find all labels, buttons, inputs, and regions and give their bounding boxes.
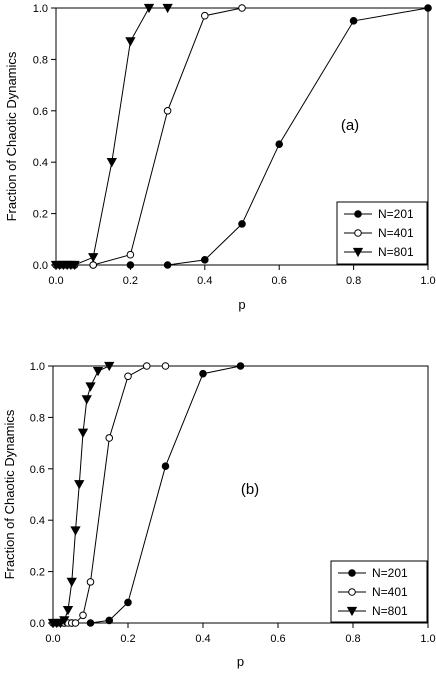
series-line: [56, 7, 168, 266]
x-tick-label: 0.0: [45, 633, 60, 645]
legend-label: N=201: [378, 207, 414, 221]
y-tick-label: 0.6: [33, 106, 48, 118]
x-tick-label: 0.4: [197, 275, 212, 287]
y-tick-label: 1.0: [30, 361, 45, 373]
x-axis-title: p: [237, 654, 244, 669]
data-point: [275, 140, 284, 149]
data-point: [424, 4, 432, 12]
series-line: [53, 365, 110, 624]
chart-panel-2: 0.0 0.2 0.4 0.6 0.8 1.0 0.0 0.2 0.4 0.6 0.8 1.0 p Fra…: [2, 361, 436, 669]
data-point: [74, 480, 85, 490]
x-axis-title: p: [238, 297, 245, 312]
data-point: [66, 577, 77, 587]
legend: N=201 N=401 N=801: [336, 201, 428, 265]
y-tick-label: 0.4: [33, 157, 48, 169]
data-point: [85, 382, 96, 392]
data-point: [79, 611, 87, 620]
series-n-401: [49, 362, 170, 627]
x-tick-label: 0.4: [195, 633, 210, 645]
x-tick-label: 0.2: [120, 633, 135, 645]
data-point: [106, 158, 117, 168]
y-tick-label: 0.2: [30, 567, 45, 579]
data-point: [105, 616, 114, 625]
series-n-801: [47, 361, 115, 629]
y-tick-label: 0.8: [33, 54, 48, 66]
legend-label: N=401: [378, 226, 414, 240]
data-point: [163, 107, 172, 115]
data-point: [236, 362, 245, 370]
data-point: [104, 361, 115, 372]
panel-label: (a): [341, 117, 359, 134]
x-tick-label: 0.8: [346, 275, 361, 287]
x-tick-label: 0.2: [123, 275, 138, 287]
data-point: [161, 462, 170, 471]
x-tick-label: 1.0: [420, 275, 435, 287]
data-point: [86, 619, 95, 627]
series-line: [53, 365, 241, 624]
chart-panel-1: 0.0 0.2 0.4 0.6 0.8 1.0 0.0 0.2 0.4 0.6 0.8 1.0 p Fra…: [4, 3, 436, 312]
legend-label: N=401: [372, 585, 408, 599]
data-point: [124, 598, 132, 607]
legend-label: N=801: [378, 245, 414, 259]
panel-label: (b): [241, 481, 259, 498]
legend-marker: [348, 569, 356, 577]
data-point: [70, 526, 81, 536]
data-point: [69, 260, 80, 271]
y-tick-label: 0.0: [33, 260, 48, 272]
x-tick-label: 1.0: [420, 633, 435, 645]
x-tick-label: 0.6: [270, 633, 285, 645]
series-n-801: [50, 3, 173, 271]
y-axis-title: Fraction of Chaotic Dynamics: [4, 51, 19, 221]
data-point: [86, 578, 95, 586]
series-line: [53, 365, 166, 624]
legend-marker: [352, 247, 364, 258]
y-tick-label: 0.8: [30, 412, 45, 424]
y-axis-title: Fraction of Chaotic Dynamics: [2, 409, 17, 579]
data-point: [81, 395, 92, 405]
data-point: [71, 619, 80, 627]
data-point: [201, 11, 209, 20]
series-line: [56, 7, 243, 266]
data-point: [59, 616, 70, 626]
legend: N=201 N=401 N=801: [330, 560, 428, 623]
y-tick-label: 1.0: [33, 3, 48, 15]
data-point: [105, 434, 114, 442]
data-point: [77, 428, 89, 438]
x-tick-label: 0.0: [48, 275, 63, 287]
data-point: [125, 37, 136, 47]
data-point: [92, 366, 104, 377]
y-tick-label: 0.6: [30, 464, 45, 476]
data-point: [126, 261, 135, 269]
legend-marker: [354, 210, 362, 218]
data-point: [199, 369, 207, 378]
data-point: [62, 605, 74, 616]
data-point: [126, 250, 135, 259]
data-point: [349, 17, 358, 25]
data-point: [88, 253, 99, 263]
data-point: [162, 3, 173, 14]
y-tick-label: 0.2: [33, 209, 48, 221]
data-point: [89, 261, 97, 269]
legend-label: N=201: [372, 566, 408, 580]
x-tick-label: 0.6: [272, 275, 287, 287]
series-n-401: [52, 4, 246, 269]
legend-marker: [346, 606, 358, 617]
data-point: [124, 372, 132, 381]
y-tick-label: 0.0: [30, 618, 45, 630]
data-point: [201, 256, 209, 264]
data-point: [143, 3, 155, 14]
data-point: [238, 220, 246, 228]
legend-label: N=801: [372, 604, 408, 618]
legend-marker: [348, 588, 356, 596]
x-tick-label: 0.8: [345, 633, 360, 645]
legend-marker: [354, 229, 362, 237]
y-tick-label: 0.4: [30, 515, 45, 527]
data-point: [163, 261, 172, 269]
data-point: [161, 362, 170, 370]
data-point: [142, 362, 151, 370]
data-point: [238, 4, 246, 12]
